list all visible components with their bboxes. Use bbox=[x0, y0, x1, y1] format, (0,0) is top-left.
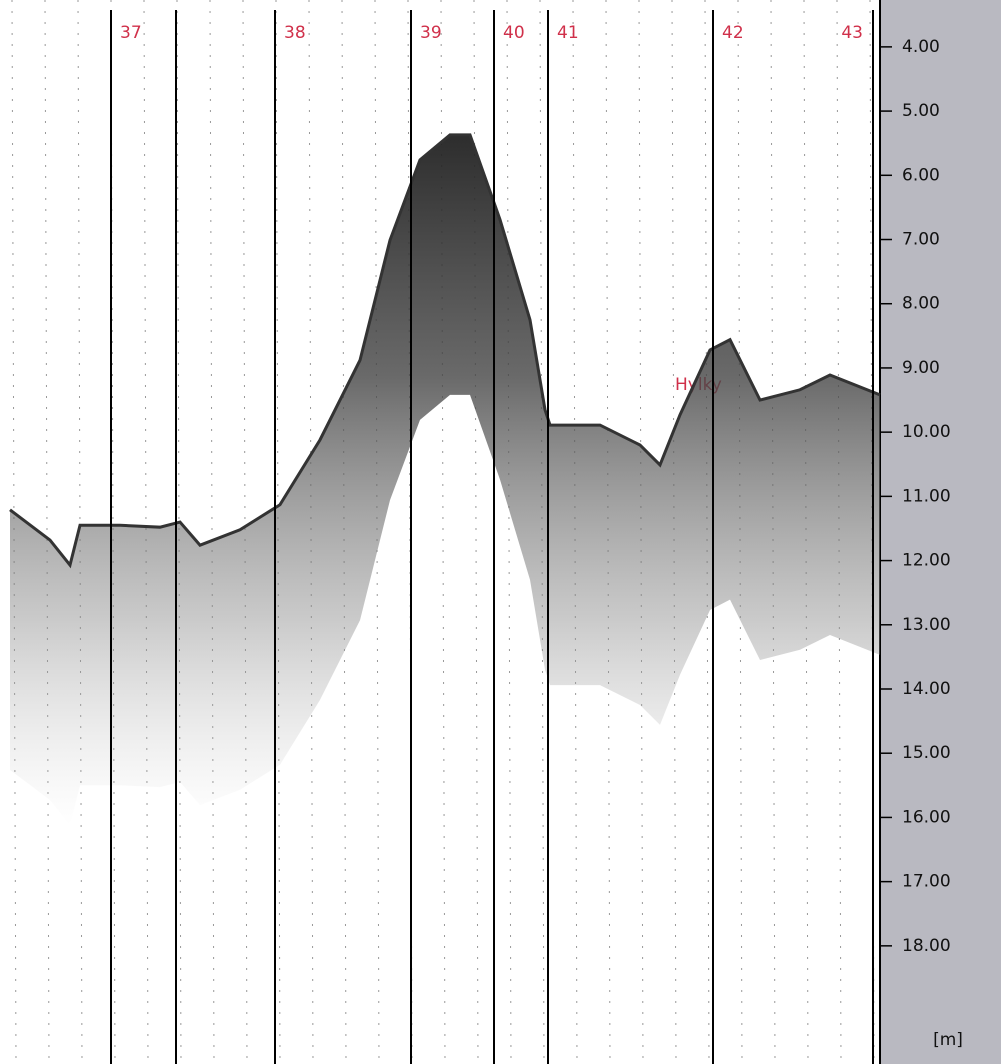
marker-label: 37 bbox=[120, 23, 142, 43]
y-tick-label: 9.00 bbox=[902, 358, 940, 378]
y-tick-label: 6.00 bbox=[902, 165, 940, 185]
marker-label: 43 bbox=[841, 23, 863, 43]
marker-label: 38 bbox=[284, 23, 306, 43]
depth-panel bbox=[880, 0, 1001, 1064]
marker-label: 39 bbox=[420, 23, 442, 43]
y-tick-label: 7.00 bbox=[902, 230, 940, 250]
y-tick-label: 14.00 bbox=[902, 679, 951, 699]
y-tick-label: 16.00 bbox=[902, 807, 951, 827]
marker-label: 42 bbox=[722, 23, 744, 43]
y-tick-label: 4.00 bbox=[902, 37, 940, 57]
y-tick-label: 11.00 bbox=[902, 486, 951, 506]
y-tick-label: 13.00 bbox=[902, 615, 951, 635]
marker-label: 40 bbox=[503, 23, 525, 43]
axis-unit: [m] bbox=[933, 1030, 963, 1050]
y-tick-label: 10.00 bbox=[902, 422, 951, 442]
y-tick-label: 18.00 bbox=[902, 936, 951, 956]
y-tick-label: 12.00 bbox=[902, 551, 951, 571]
marker-label: 41 bbox=[557, 23, 579, 43]
y-tick-label: 17.00 bbox=[902, 872, 951, 892]
y-tick-label: 15.00 bbox=[902, 743, 951, 763]
y-tick-label: 5.00 bbox=[902, 101, 940, 121]
y-tick-label: 8.00 bbox=[902, 294, 940, 314]
echogram-view: Hylky [m] 373839404142434.005.006.007.00… bbox=[0, 0, 1001, 1064]
